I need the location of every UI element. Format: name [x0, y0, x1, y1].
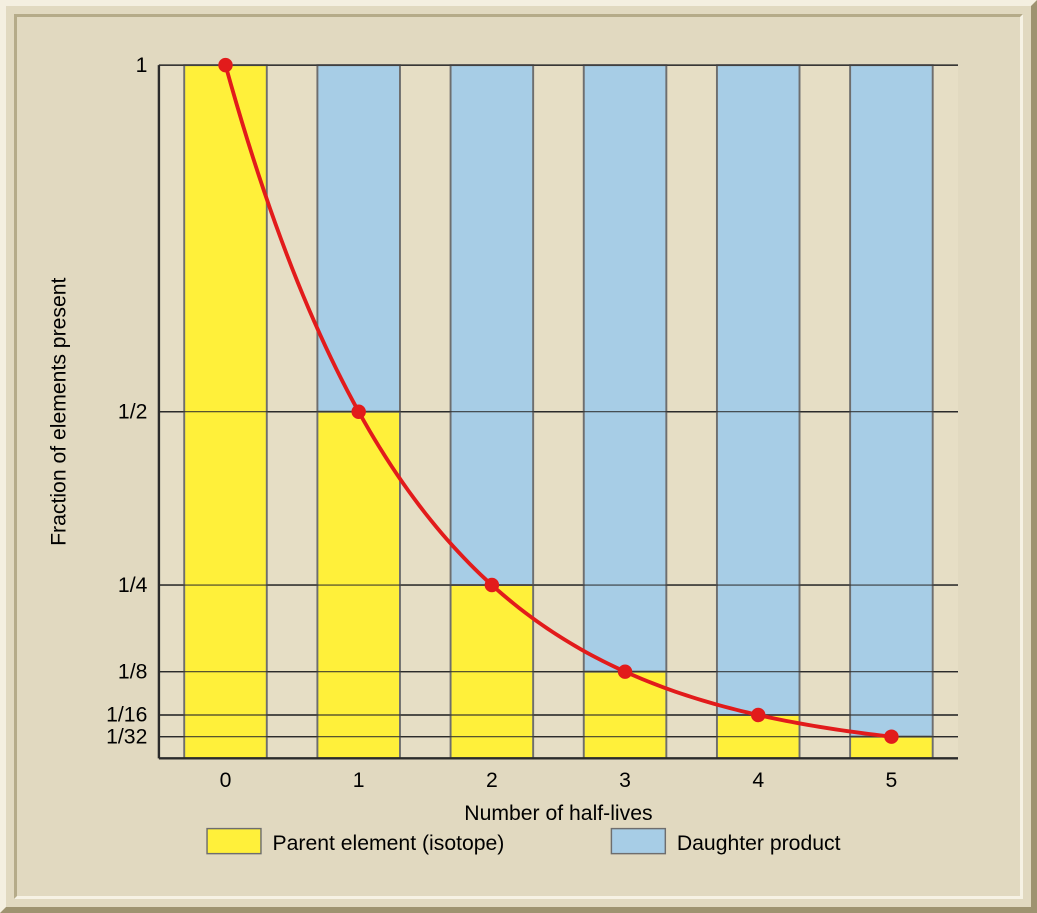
y-tick-label: 1/2 [118, 400, 147, 423]
chart-frame-inner: 1 1/2 1/4 1/8 1/161/32 0 1 2 3 4 5 Number of half-l… [14, 14, 1023, 899]
chart-frame: 1 1/2 1/4 1/8 1/161/32 0 1 2 3 4 5 Number of half-l… [0, 0, 1037, 913]
x-tick-label: 4 [752, 769, 764, 792]
x-tick-label: 1 [353, 769, 365, 792]
y-tick-label: 1/16 [106, 704, 147, 727]
bar-daughter [850, 65, 933, 737]
legend-label: Daughter product [677, 832, 841, 855]
curve-marker [618, 665, 631, 678]
curve-marker [751, 708, 764, 721]
halflife-chart: 1 1/2 1/4 1/8 1/161/32 0 1 2 3 4 5 Number of half-l… [17, 17, 1020, 896]
y-axis-label: Fraction of elements present [48, 277, 71, 545]
curve-marker [885, 730, 898, 743]
legend-swatch [207, 829, 261, 854]
x-axis-label: Number of half-lives [464, 802, 652, 825]
y-tick-label: 1/8 [118, 660, 147, 683]
curve-marker [352, 405, 365, 418]
y-tick-label: 1/4 [118, 574, 148, 597]
x-tick-label: 5 [886, 769, 898, 792]
bar-daughter [717, 65, 800, 715]
bar-daughter [584, 65, 667, 672]
curve-marker [485, 578, 498, 591]
y-tick-label: 1/32 [106, 725, 147, 748]
x-tick-label: 3 [619, 769, 631, 792]
legend-swatch [611, 829, 665, 854]
x-tick-label: 2 [486, 769, 498, 792]
legend-label: Parent element (isotope) [273, 832, 505, 855]
curve-marker [219, 58, 232, 71]
y-tick-label: 1 [136, 54, 148, 77]
x-tick-label: 0 [220, 769, 232, 792]
bar-daughter [451, 65, 534, 585]
